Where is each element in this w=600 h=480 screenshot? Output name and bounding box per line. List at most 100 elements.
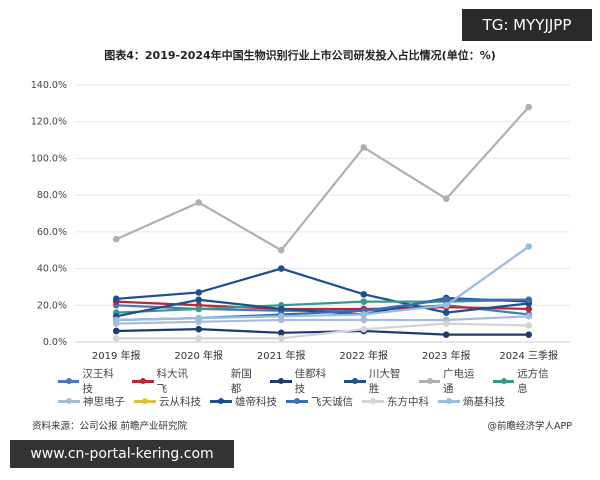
legend-label: 远方信息 (517, 368, 549, 395)
legend-item: 汉王科技 (58, 366, 123, 396)
y-tick-label: 60.0% (37, 227, 67, 238)
chart-title: 图表4：2019-2024年中国生物识别行业上市公司研发投入占比情况(单位：%) (104, 49, 496, 62)
series-line (115, 106, 530, 252)
data-point (195, 325, 203, 333)
series-5 (112, 103, 533, 254)
data-point (525, 296, 533, 304)
legend-label: 科大讯飞 (156, 368, 189, 395)
legend-item: 佳都科技 (270, 366, 335, 396)
series-line (116, 315, 529, 325)
x-tick-label: 2020 年报 (174, 349, 223, 362)
legend-label: 云从科技 (159, 395, 201, 408)
series-line (116, 267, 529, 314)
legend-item: 广电运通 (418, 366, 484, 396)
data-point (112, 327, 120, 335)
series-3 (112, 325, 533, 338)
series-11 (112, 320, 533, 342)
legend-swatch (438, 397, 460, 404)
y-tick-label: 20.0% (37, 300, 67, 311)
data-point (525, 313, 533, 320)
legend-item: 飞天诚信 (286, 394, 353, 409)
legend-swatch (492, 377, 515, 384)
legend-swatch (206, 377, 228, 384)
data-point (277, 246, 285, 254)
legend-label: 新国都 (230, 368, 252, 395)
data-point (360, 311, 368, 318)
data-point (442, 301, 450, 309)
legend-label: 飞天诚信 (311, 395, 353, 408)
legend-row: 神思电子 云从科技 雄帝科技 飞天诚信 东方中科 熵基科技 (58, 391, 558, 411)
legend-swatch (134, 397, 156, 404)
data-point (112, 316, 120, 324)
data-point (277, 313, 285, 320)
data-point (112, 235, 120, 243)
data-point (277, 335, 285, 342)
series-line (116, 322, 529, 340)
series-line (116, 328, 529, 336)
legend-swatch (210, 397, 232, 404)
legend-swatch (58, 397, 80, 404)
legend-label: 汉王科技 (82, 368, 114, 395)
data-point (277, 305, 285, 313)
data-point (525, 103, 533, 111)
data-point (277, 265, 285, 272)
legend-item: 远方信息 (492, 366, 558, 396)
data-point (277, 329, 285, 337)
legend-swatch (286, 397, 308, 404)
url-watermark: www.cn-portal-kering.com (10, 440, 234, 468)
legend-item: 科大讯飞 (132, 366, 197, 396)
data-point (195, 289, 203, 296)
legend-label: 雄帝科技 (235, 395, 277, 408)
data-point (360, 316, 368, 324)
data-point (360, 298, 368, 305)
legend-label: 川大智胜 (368, 368, 401, 395)
legend-swatch (58, 377, 80, 384)
x-tick-label: 2022 年报 (339, 349, 388, 362)
line-chart: 0.0% 20.0% 40.0% 60.0% 80.0% 100.0% 120.0% 140.… (31, 80, 570, 362)
legend-swatch (362, 397, 384, 404)
legend-item: 云从科技 (134, 394, 201, 409)
telegram-badge: TG: MYYJJPP (462, 9, 592, 41)
legend-item: 新国都 (206, 366, 261, 396)
data-point (360, 144, 368, 151)
source-note: 资料来源：公司公报 前瞻产业研究院 (32, 421, 188, 432)
data-point (442, 320, 450, 327)
legend-label: 广电运通 (443, 368, 475, 395)
data-point (360, 290, 368, 298)
x-tick-label: 2021 年报 (257, 349, 306, 362)
data-point (112, 335, 120, 342)
legend-item: 神思电子 (58, 394, 125, 409)
data-point (442, 309, 450, 316)
legend-swatch (132, 377, 154, 384)
data-point (442, 296, 450, 304)
y-tick-label: 0.0% (43, 337, 67, 348)
data-point (442, 195, 450, 203)
series-line (116, 245, 530, 322)
legend-label: 佳都科技 (294, 368, 327, 395)
data-point (195, 305, 203, 313)
x-tick-label: 2023 年报 (422, 349, 471, 362)
y-tick-label: 120.0% (31, 117, 67, 128)
legend-item: 东方中科 (362, 394, 429, 409)
y-tick-label: 80.0% (37, 190, 67, 201)
data-point (195, 314, 203, 322)
data-point (360, 325, 368, 333)
legend: 汉王科技 科大讯飞 新国都 佳都科技 川大智胜 广电运通 远方信息神思电子 云从科技 雄帝科技 飞… (58, 368, 558, 411)
x-tick-label: 2024 三季报 (499, 349, 558, 362)
series-12 (112, 243, 533, 324)
data-point (195, 296, 203, 304)
legend-item: 川大智胜 (344, 366, 409, 396)
data-point (195, 199, 203, 206)
legend-swatch (344, 377, 366, 384)
legend-label: 东方中科 (387, 395, 429, 408)
legend-label: 神思电子 (83, 395, 125, 408)
series-line (116, 298, 529, 314)
y-tick-label: 40.0% (37, 264, 67, 275)
series-line (116, 300, 529, 311)
legend-label: 熵基科技 (463, 395, 505, 408)
data-point (525, 331, 533, 338)
y-tick-label: 140.0% (31, 80, 67, 91)
brand-note: @前瞻经济学人APP (487, 421, 572, 432)
legend-swatch (418, 377, 441, 384)
legend-item: 雄帝科技 (210, 394, 277, 409)
